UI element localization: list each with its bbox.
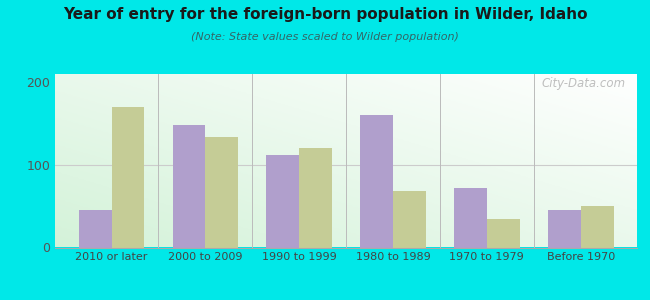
- Bar: [172, 125, 205, 248]
- Bar: [580, 206, 614, 248]
- Bar: [79, 210, 112, 248]
- Bar: [299, 148, 332, 247]
- Bar: [205, 137, 238, 248]
- Text: (Note: State values scaled to Wilder population): (Note: State values scaled to Wilder pop…: [191, 32, 459, 41]
- Bar: [487, 218, 520, 248]
- Bar: [548, 210, 580, 248]
- Bar: [360, 115, 393, 248]
- Text: Year of entry for the foreign-born population in Wilder, Idaho: Year of entry for the foreign-born popul…: [63, 8, 587, 22]
- Bar: [266, 155, 299, 248]
- Bar: [112, 106, 144, 248]
- Text: City-Data.com: City-Data.com: [541, 77, 625, 90]
- Bar: [393, 191, 426, 247]
- Bar: [454, 188, 487, 248]
